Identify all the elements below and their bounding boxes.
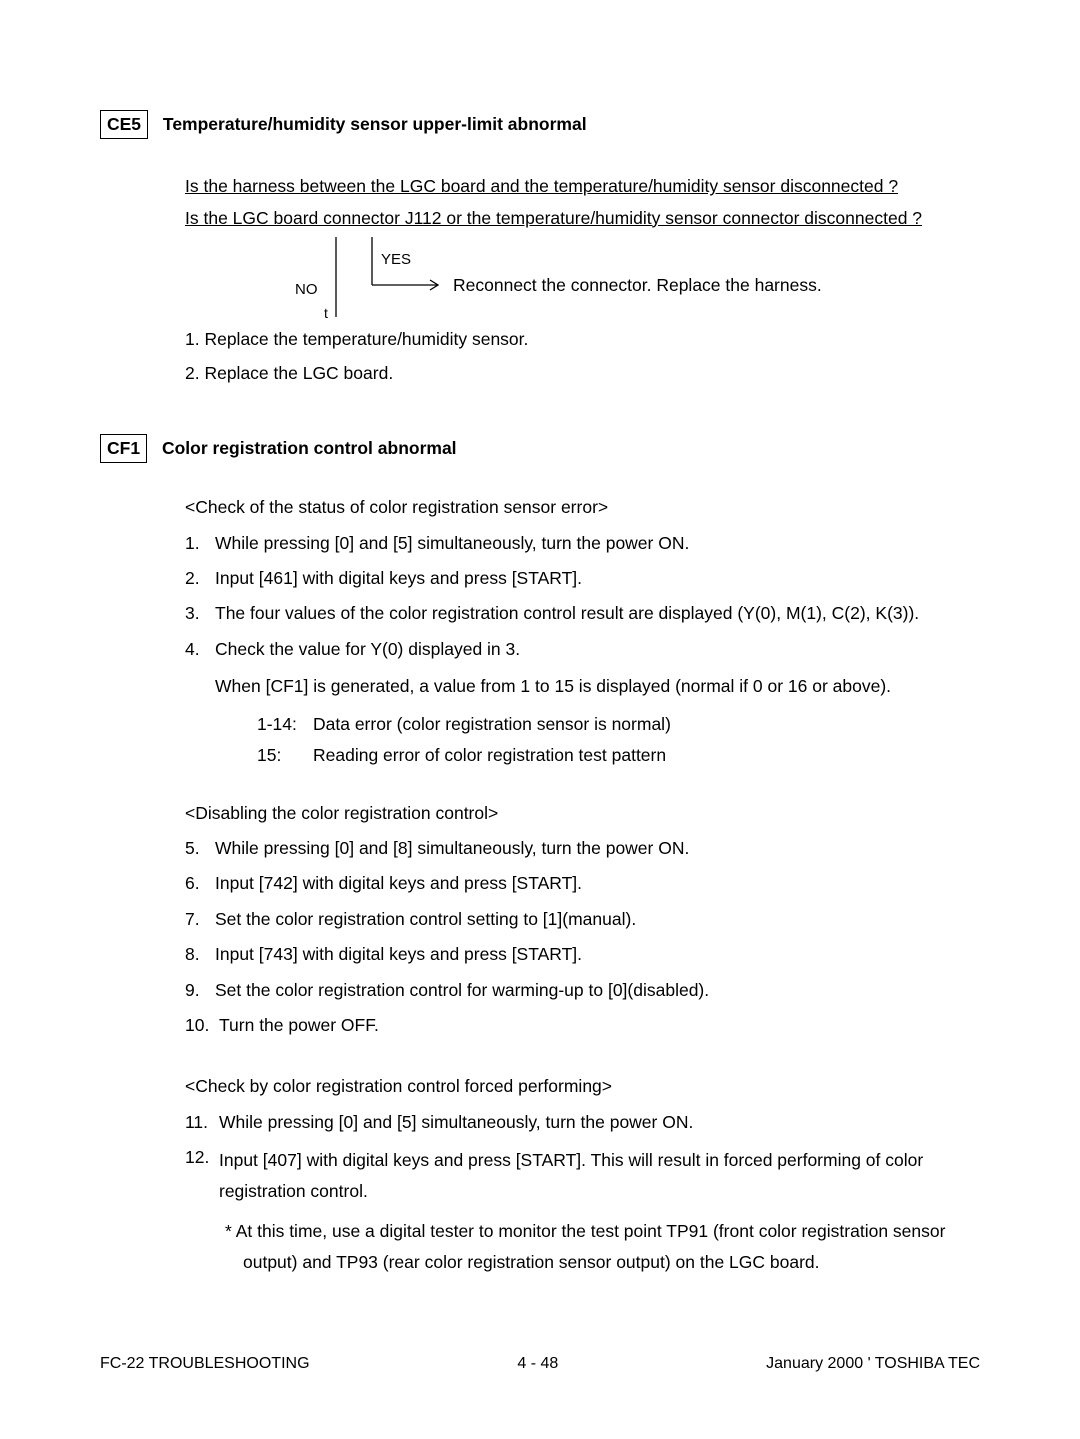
ce5-question-2: Is the LGC board connector J112 or the t… xyxy=(100,206,980,231)
list-number: 7. xyxy=(185,907,215,932)
sub-key: 15: xyxy=(257,743,313,768)
list-number: 5. xyxy=(185,836,215,861)
g3-step-11: 11. While pressing [0] and [5] simultane… xyxy=(185,1110,980,1135)
list-text: While pressing [0] and [5] simultaneousl… xyxy=(215,531,980,556)
list-text: Input [742] with digital keys and press … xyxy=(215,871,980,896)
list-text: Turn the power OFF. xyxy=(219,1013,980,1038)
list-number: 8. xyxy=(185,942,215,967)
ce5-steps: 1. Replace the temperature/humidity sens… xyxy=(100,327,980,386)
list-number: 9. xyxy=(185,978,215,1003)
g1-step-4: 4. Check the value for Y(0) displayed in… xyxy=(185,637,980,662)
list-number: 1. xyxy=(185,531,215,556)
g1-sub-item-2: 15: Reading error of color registration … xyxy=(185,743,980,768)
cf1-body: <Check of the status of color registrati… xyxy=(100,495,980,1277)
g3-step-12: 12. Input [407] with digital keys and pr… xyxy=(185,1145,980,1206)
list-number: 3. xyxy=(185,601,215,626)
group3-heading: <Check by color registration control for… xyxy=(185,1074,980,1099)
g2-step-9: 9. Set the color registration control fo… xyxy=(185,978,980,1003)
list-text: While pressing [0] and [5] simultaneousl… xyxy=(219,1110,980,1135)
list-text: While pressing [0] and [8] simultaneousl… xyxy=(215,836,980,861)
ce5-title: Temperature/humidity sensor upper-limit … xyxy=(163,114,587,134)
ce5-section: CE5 Temperature/humidity sensor upper-li… xyxy=(100,110,980,386)
g1-subnote: When [CF1] is generated, a value from 1 … xyxy=(185,672,980,702)
ce5-question-1: Is the harness between the LGC board and… xyxy=(100,174,980,199)
group1-heading: <Check of the status of color registrati… xyxy=(185,495,980,520)
ce5-header: CE5 Temperature/humidity sensor upper-li… xyxy=(100,110,980,139)
cf1-title: Color registration control abnormal xyxy=(162,438,457,458)
no-label: NO xyxy=(295,279,318,301)
sub-val: Data error (color registration sensor is… xyxy=(313,712,671,737)
cf1-header: CF1 Color registration control abnormal xyxy=(100,434,980,463)
yes-action-text: Reconnect the connector. Replace the har… xyxy=(453,273,822,298)
footer-center: 4 - 48 xyxy=(517,1352,558,1375)
cf1-code-box: CF1 xyxy=(100,434,147,463)
g2-step-7: 7. Set the color registration control se… xyxy=(185,907,980,932)
group2-heading: <Disabling the color registration contro… xyxy=(185,801,980,826)
list-text: Set the color registration control for w… xyxy=(215,978,980,1003)
g2-step-5: 5. While pressing [0] and [8] simultaneo… xyxy=(185,836,980,861)
g2-step-6: 6. Input [742] with digital keys and pre… xyxy=(185,871,980,896)
list-number: 10. xyxy=(185,1013,219,1038)
list-number: 6. xyxy=(185,871,215,896)
page-footer: FC-22 TROUBLESHOOTING 4 - 48 January 200… xyxy=(100,1352,980,1375)
list-text: Input [743] with digital keys and press … xyxy=(215,942,980,967)
g1-step-2: 2. Input [461] with digital keys and pre… xyxy=(185,566,980,591)
sub-val: Reading error of color registration test… xyxy=(313,743,666,768)
ce5-step-1: 1. Replace the temperature/humidity sens… xyxy=(185,327,980,352)
list-text: Check the value for Y(0) displayed in 3. xyxy=(215,637,980,662)
g1-step-1: 1. While pressing [0] and [5] simultaneo… xyxy=(185,531,980,556)
g2-step-8: 8. Input [743] with digital keys and pre… xyxy=(185,942,980,967)
yes-label: YES xyxy=(381,249,411,271)
t-label: t xyxy=(324,303,328,323)
g1-step-3: 3. The four values of the color registra… xyxy=(185,601,980,626)
list-number: 12. xyxy=(185,1145,219,1206)
sub-key: 1-14: xyxy=(257,712,313,737)
ce5-code-box: CE5 xyxy=(100,110,148,139)
g1-sub-item-1: 1-14: Data error (color registration sen… xyxy=(185,712,980,737)
list-text: Set the color registration control setti… xyxy=(215,907,980,932)
list-number: 2. xyxy=(185,566,215,591)
ce5-flowchart: NO YES t Reconnect the connector. Replac… xyxy=(185,237,980,327)
footer-left: FC-22 TROUBLESHOOTING xyxy=(100,1352,310,1375)
list-text: Input [461] with digital keys and press … xyxy=(215,566,980,591)
star-note: * At this time, use a digital tester to … xyxy=(185,1216,980,1277)
ce5-step-2: 2. Replace the LGC board. xyxy=(185,361,980,386)
cf1-section: CF1 Color registration control abnormal … xyxy=(100,434,980,1278)
list-text: Input [407] with digital keys and press … xyxy=(219,1145,980,1206)
footer-right: January 2000 ' TOSHIBA TEC xyxy=(766,1352,980,1375)
g2-step-10: 10. Turn the power OFF. xyxy=(185,1013,980,1038)
list-number: 4. xyxy=(185,637,215,662)
list-text: The four values of the color registratio… xyxy=(215,601,980,626)
list-number: 11. xyxy=(185,1110,219,1135)
